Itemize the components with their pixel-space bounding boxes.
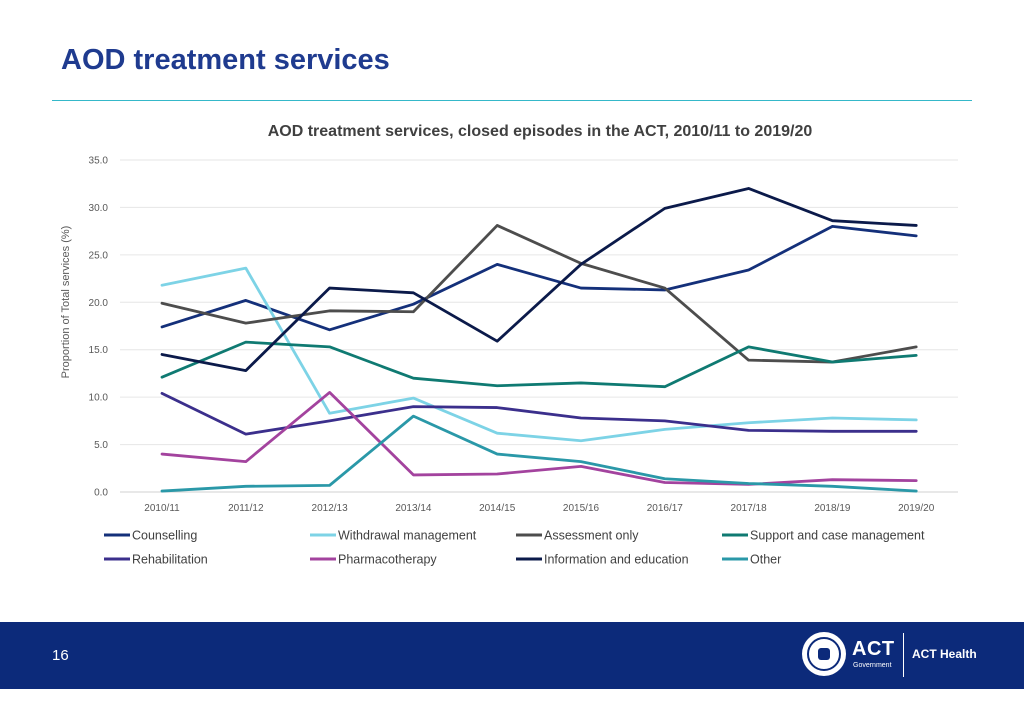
y-tick-label: 30.0 (89, 203, 109, 214)
x-tick-label: 2011/12 (228, 503, 264, 514)
legend: Counselling Withdrawal management Assessme… (104, 529, 925, 567)
slide-title: AOD treatment services (61, 44, 390, 76)
logo-divider (903, 633, 904, 677)
x-tick-label: 2014/15 (479, 503, 516, 514)
legend-label: Information and education (544, 553, 689, 567)
y-tick-label: 5.0 (94, 440, 108, 451)
x-tick-label: 2019/20 (898, 503, 935, 514)
legend-item: Counselling (104, 529, 197, 543)
x-tick-label: 2017/18 (731, 503, 768, 514)
legend-item: Other (722, 553, 781, 567)
y-tick-label: 10.0 (89, 393, 109, 404)
title-divider (52, 100, 972, 101)
legend-label: Withdrawal management (338, 529, 477, 543)
logo-health-text: ACT Health (912, 647, 977, 661)
legend-label: Assessment only (544, 529, 639, 543)
seal-ring (807, 637, 841, 671)
legend-label: Pharmacotherapy (338, 553, 437, 567)
logo-government-text: Government (853, 662, 892, 669)
x-axis-ticks: 2010/11 2011/12 2012/13 2013/14 2014/15 2015/… (144, 503, 934, 514)
gridlines (120, 159, 958, 493)
page-number: 16 (52, 647, 69, 664)
x-tick-label: 2016/17 (647, 503, 684, 514)
legend-label: Counselling (132, 529, 197, 543)
x-tick-label: 2012/13 (312, 503, 349, 514)
series-line-support-and-case-management (160, 340, 918, 389)
series-line-other (160, 414, 918, 493)
chart-canvas: AOD treatment services, closed episodes … (60, 123, 958, 567)
x-tick-label: 2015/16 (563, 503, 600, 514)
x-tick-label: 2010/11 (144, 503, 180, 514)
series-line-counselling (160, 225, 918, 332)
footer-bar: 16 ACT Government ACT Health (0, 622, 1024, 689)
legend-item: Withdrawal management (310, 529, 477, 543)
legend-label: Support and case management (750, 529, 925, 543)
logo-act-text: ACT (852, 638, 895, 660)
series-line-information-and-education (160, 187, 918, 372)
legend-item: Pharmacotherapy (310, 553, 437, 567)
y-axis-ticks: 0.0 5.0 10.0 15.0 20.0 25.0 30.0 35.0 (89, 156, 109, 499)
chart-title: AOD treatment services, closed episodes … (268, 123, 813, 140)
y-tick-label: 20.0 (89, 298, 109, 309)
legend-item: Information and education (516, 553, 689, 567)
legend-label: Other (750, 553, 781, 567)
act-government-seal-icon (802, 632, 846, 676)
legend-label: Rehabilitation (132, 553, 208, 567)
y-tick-label: 0.0 (94, 488, 108, 499)
series-line-rehabilitation (160, 391, 918, 436)
legend-item: Support and case management (722, 529, 925, 543)
line-chart: AOD treatment services, closed episodes … (0, 108, 1024, 578)
series-lines (160, 187, 918, 493)
x-tick-label: 2013/14 (395, 503, 432, 514)
seal-crest (818, 648, 830, 660)
series-line-pharmacotherapy (160, 390, 918, 486)
legend-item: Rehabilitation (104, 553, 208, 567)
y-tick-label: 15.0 (89, 345, 109, 356)
y-tick-label: 25.0 (89, 250, 109, 261)
y-axis-label: Proportion of Total services (%) (60, 226, 72, 379)
legend-item: Assessment only (516, 529, 639, 543)
series-line-withdrawal-management (160, 266, 918, 443)
x-tick-label: 2018/19 (814, 503, 851, 514)
series-line-assessment-only (160, 224, 918, 364)
y-tick-label: 35.0 (89, 156, 109, 167)
